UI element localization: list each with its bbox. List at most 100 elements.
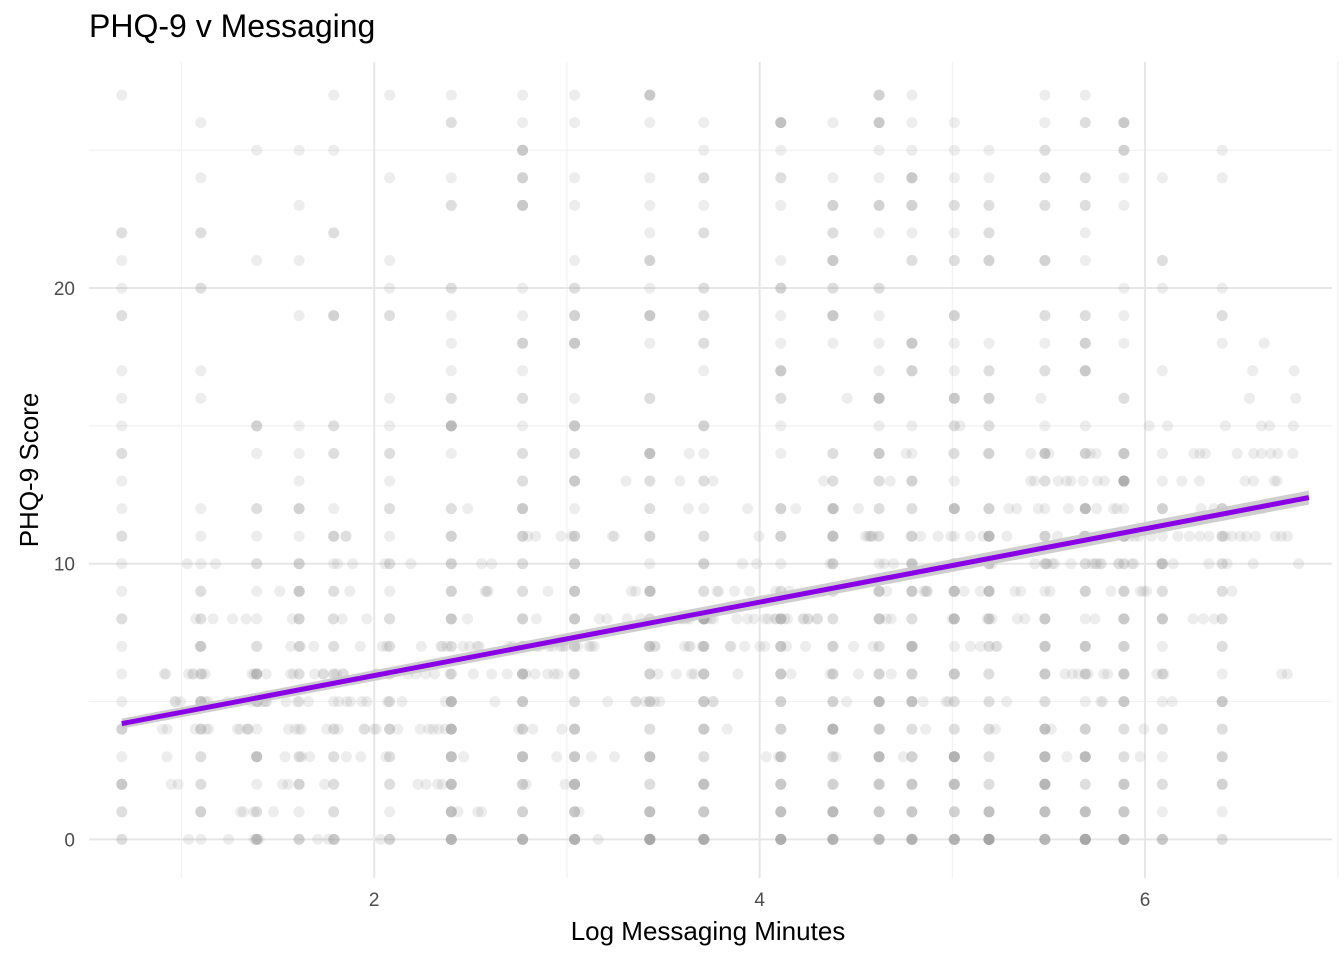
data-point	[248, 668, 260, 680]
data-point	[827, 723, 839, 735]
data-point	[748, 613, 760, 625]
data-point	[227, 613, 238, 625]
data-point	[384, 172, 396, 184]
data-point	[1039, 613, 1051, 625]
data-point	[827, 503, 839, 515]
data-point	[1039, 806, 1051, 818]
data-point	[293, 778, 305, 790]
data-point	[983, 199, 995, 211]
data-point	[827, 751, 839, 763]
data-point	[906, 833, 918, 845]
data-point	[569, 310, 581, 322]
data-point	[906, 172, 918, 184]
data-point	[530, 530, 542, 542]
data-point	[652, 668, 664, 680]
data-point	[698, 833, 710, 845]
data-point	[384, 751, 396, 763]
data-point	[906, 668, 918, 680]
data-point	[983, 227, 995, 239]
chart-title: PHQ-9 v Messaging	[89, 8, 376, 44]
data-point	[698, 640, 710, 652]
data-point	[432, 778, 444, 790]
data-point	[873, 668, 885, 680]
data-point	[1118, 806, 1130, 818]
data-point	[948, 255, 960, 266]
data-point	[384, 585, 396, 597]
data-point	[1118, 117, 1130, 129]
data-point	[983, 144, 995, 156]
data-point	[328, 696, 340, 708]
data-point	[775, 696, 787, 708]
data-point	[906, 117, 918, 129]
data-point	[293, 585, 305, 597]
data-point	[513, 723, 525, 735]
data-point	[1079, 806, 1091, 818]
data-point	[445, 833, 457, 845]
data-point	[983, 723, 995, 735]
data-point	[1079, 723, 1091, 735]
data-point	[1162, 420, 1174, 432]
data-point	[620, 475, 632, 487]
data-point	[1046, 558, 1058, 570]
data-point	[948, 833, 960, 845]
data-point	[983, 696, 995, 708]
data-point	[445, 585, 457, 597]
data-point	[698, 117, 710, 129]
data-point	[775, 778, 787, 790]
data-point	[1039, 833, 1051, 845]
data-point	[906, 585, 918, 597]
data-point	[698, 833, 710, 845]
data-point	[873, 199, 885, 211]
data-point	[830, 751, 842, 763]
data-point	[721, 723, 733, 735]
data-point	[873, 310, 885, 322]
data-point	[1118, 668, 1130, 680]
data-point	[569, 696, 581, 708]
data-point	[517, 503, 529, 515]
data-point	[874, 696, 885, 708]
data-point	[1039, 613, 1051, 625]
data-point	[445, 117, 457, 129]
data-point	[328, 530, 340, 542]
data-point	[548, 668, 560, 680]
data-point	[569, 778, 581, 790]
data-point	[251, 640, 263, 652]
data-point	[1089, 558, 1101, 570]
data-point	[384, 530, 396, 542]
data-point	[644, 585, 656, 597]
data-point	[569, 668, 581, 680]
data-point	[802, 613, 814, 625]
data-point	[376, 640, 388, 652]
data-point	[1118, 475, 1130, 487]
data-point	[827, 696, 839, 708]
data-point	[195, 585, 207, 597]
data-point	[517, 117, 529, 129]
data-point	[873, 585, 885, 597]
data-point	[569, 806, 581, 818]
data-point	[873, 530, 885, 542]
data-point	[630, 585, 642, 597]
data-point	[1156, 778, 1168, 790]
data-point	[1118, 833, 1130, 845]
data-point	[827, 337, 839, 349]
data-point	[1039, 833, 1051, 845]
data-point	[873, 833, 885, 845]
data-point	[1079, 503, 1091, 515]
data-point	[698, 144, 710, 156]
data-point	[445, 282, 457, 294]
data-point	[517, 806, 529, 818]
data-point	[517, 833, 529, 845]
data-point	[1216, 723, 1228, 735]
data-point	[915, 530, 926, 542]
data-point	[906, 833, 918, 845]
data-point	[983, 585, 995, 597]
data-point	[644, 172, 656, 184]
data-point	[1039, 668, 1051, 680]
data-point	[1216, 806, 1228, 818]
data-point	[948, 613, 960, 625]
data-point	[517, 723, 529, 735]
data-point	[644, 199, 656, 211]
data-point	[873, 696, 885, 708]
data-point	[1118, 585, 1130, 597]
data-point	[517, 833, 529, 845]
